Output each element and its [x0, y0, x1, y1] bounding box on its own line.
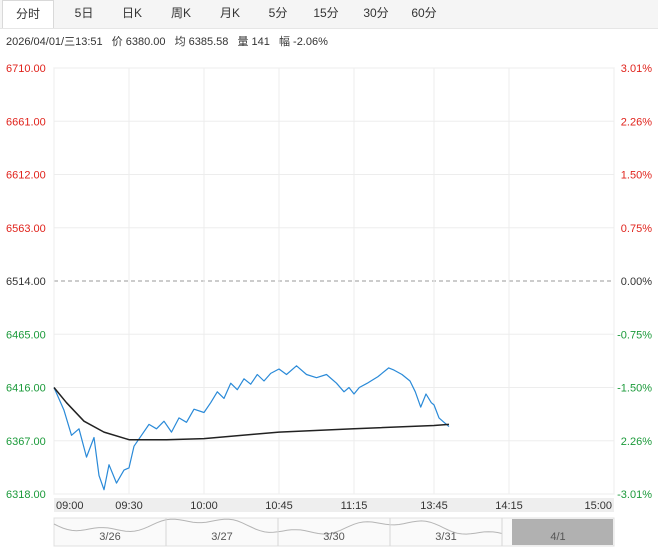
overview-date-label: 3/26	[99, 531, 120, 543]
y-right-tick-label: -1.50%	[617, 383, 652, 395]
info-price: 6380.00	[125, 36, 166, 48]
period-tab-bar: 分时 5日 日K 周K 月K 5分 15分 30分 60分	[0, 0, 658, 29]
x-tick-label: 11:15	[341, 500, 368, 512]
price-info-bar: 2026/04/01/三13:51 价 6380.00 均 6385.58 量 …	[6, 33, 334, 49]
info-chg-label: 幅	[278, 36, 290, 48]
tab-8[interactable]: 60分	[411, 6, 437, 20]
x-tick-label: 10:00	[190, 500, 218, 512]
y-right-tick-label: 0.00%	[621, 276, 652, 288]
y-right-tick-label: 2.26%	[621, 436, 652, 448]
y-left-tick-label: 6563.00	[6, 223, 46, 235]
avg-line	[53, 387, 450, 441]
y-left-tick-label: 6416.00	[6, 383, 46, 395]
y-right-tick-label: 2.26%	[621, 116, 652, 128]
y-right-tick-label: 1.50%	[621, 170, 652, 182]
y-left-tick-label: 6661.00	[6, 116, 46, 128]
x-tick-label: 09:00	[56, 500, 84, 512]
tab-4[interactable]: 月K	[219, 6, 240, 20]
overview-date-label: 3/27	[211, 531, 232, 543]
tab-0[interactable]: 分时	[2, 0, 54, 28]
info-avg: 6385.58	[188, 36, 229, 48]
info-avg-label: 均	[174, 36, 186, 48]
y-left-tick-label: 6710.00	[6, 63, 46, 75]
x-tick-label: 15:00	[584, 500, 612, 512]
y-left-tick-label: 6465.00	[6, 329, 46, 341]
overview-date-label: 4/1	[550, 531, 565, 543]
y-left-tick-label: 6367.00	[6, 436, 46, 448]
tab-5[interactable]: 5分	[268, 6, 288, 20]
x-tick-label: 14:15	[495, 500, 523, 512]
y-right-tick-label: -0.75%	[617, 329, 652, 341]
x-tick-label: 09:30	[115, 500, 143, 512]
y-left-tick-label: 6612.00	[6, 170, 46, 182]
y-right-tick-label: -3.01%	[617, 489, 652, 501]
overview-date-label: 3/31	[435, 531, 456, 543]
price-line	[53, 365, 450, 491]
info-vol: 141	[251, 36, 270, 48]
x-axis-band	[54, 498, 614, 512]
y-right-tick-label: 0.75%	[621, 223, 652, 235]
overview-selection-window[interactable]	[512, 519, 613, 545]
info-vol-label: 量	[237, 36, 249, 48]
tab-1[interactable]: 5日	[74, 6, 94, 20]
tab-6[interactable]: 15分	[313, 6, 339, 20]
overview-date-label: 3/30	[323, 531, 344, 543]
tab-7[interactable]: 30分	[363, 6, 389, 20]
info-chg: -2.06%	[293, 36, 328, 48]
y-left-tick-label: 6318.00	[6, 489, 46, 501]
tab-3[interactable]: 周K	[170, 6, 191, 20]
x-tick-label: 13:45	[420, 500, 448, 512]
y-right-tick-label: 3.01%	[621, 63, 652, 75]
info-price-label: 价	[111, 36, 123, 48]
y-left-tick-label: 6514.00	[6, 276, 46, 288]
x-tick-label: 10:45	[265, 500, 293, 512]
info-datetime: 2026/04/01/三13:51	[6, 36, 103, 48]
tab-2[interactable]: 日K	[121, 6, 142, 20]
